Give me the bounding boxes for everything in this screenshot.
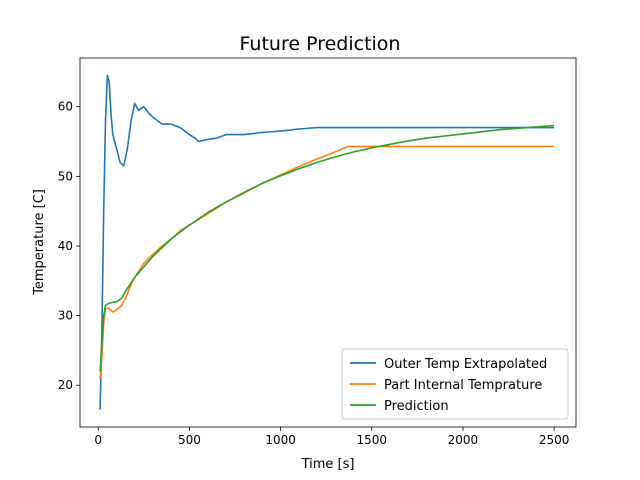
x-tick-label: 0	[94, 433, 102, 447]
chart-title: Future Prediction	[240, 33, 401, 55]
x-tick-label: 2500	[539, 433, 570, 447]
y-tick-label: 50	[58, 169, 73, 183]
y-tick-label: 60	[58, 100, 73, 114]
x-tick-label: 1500	[356, 433, 387, 447]
series-line-0	[99, 74, 555, 410]
x-tick-label: 2000	[448, 433, 479, 447]
series-line-2	[99, 124, 555, 372]
axes-frame	[79, 57, 577, 428]
x-tick-label: 1000	[265, 433, 296, 447]
x-tick-label: 500	[178, 433, 201, 447]
y-axis-label: Temperature [C]	[32, 189, 47, 296]
legend-label: Part Internal Temprature	[384, 378, 542, 393]
legend-box	[341, 348, 569, 420]
x-axis-label: Time [s]	[301, 457, 355, 472]
legend-label: Outer Temp Extrapolated	[384, 357, 547, 372]
y-tick-label: 30	[58, 309, 73, 323]
plot-area: 0 500 1000 1500 2000 2500 20 30 40 50 60 Outer Temp…	[58, 57, 577, 447]
legend-label: Prediction	[384, 399, 449, 414]
y-tick-label: 20	[58, 378, 73, 392]
y-tick-label: 40	[58, 239, 73, 253]
